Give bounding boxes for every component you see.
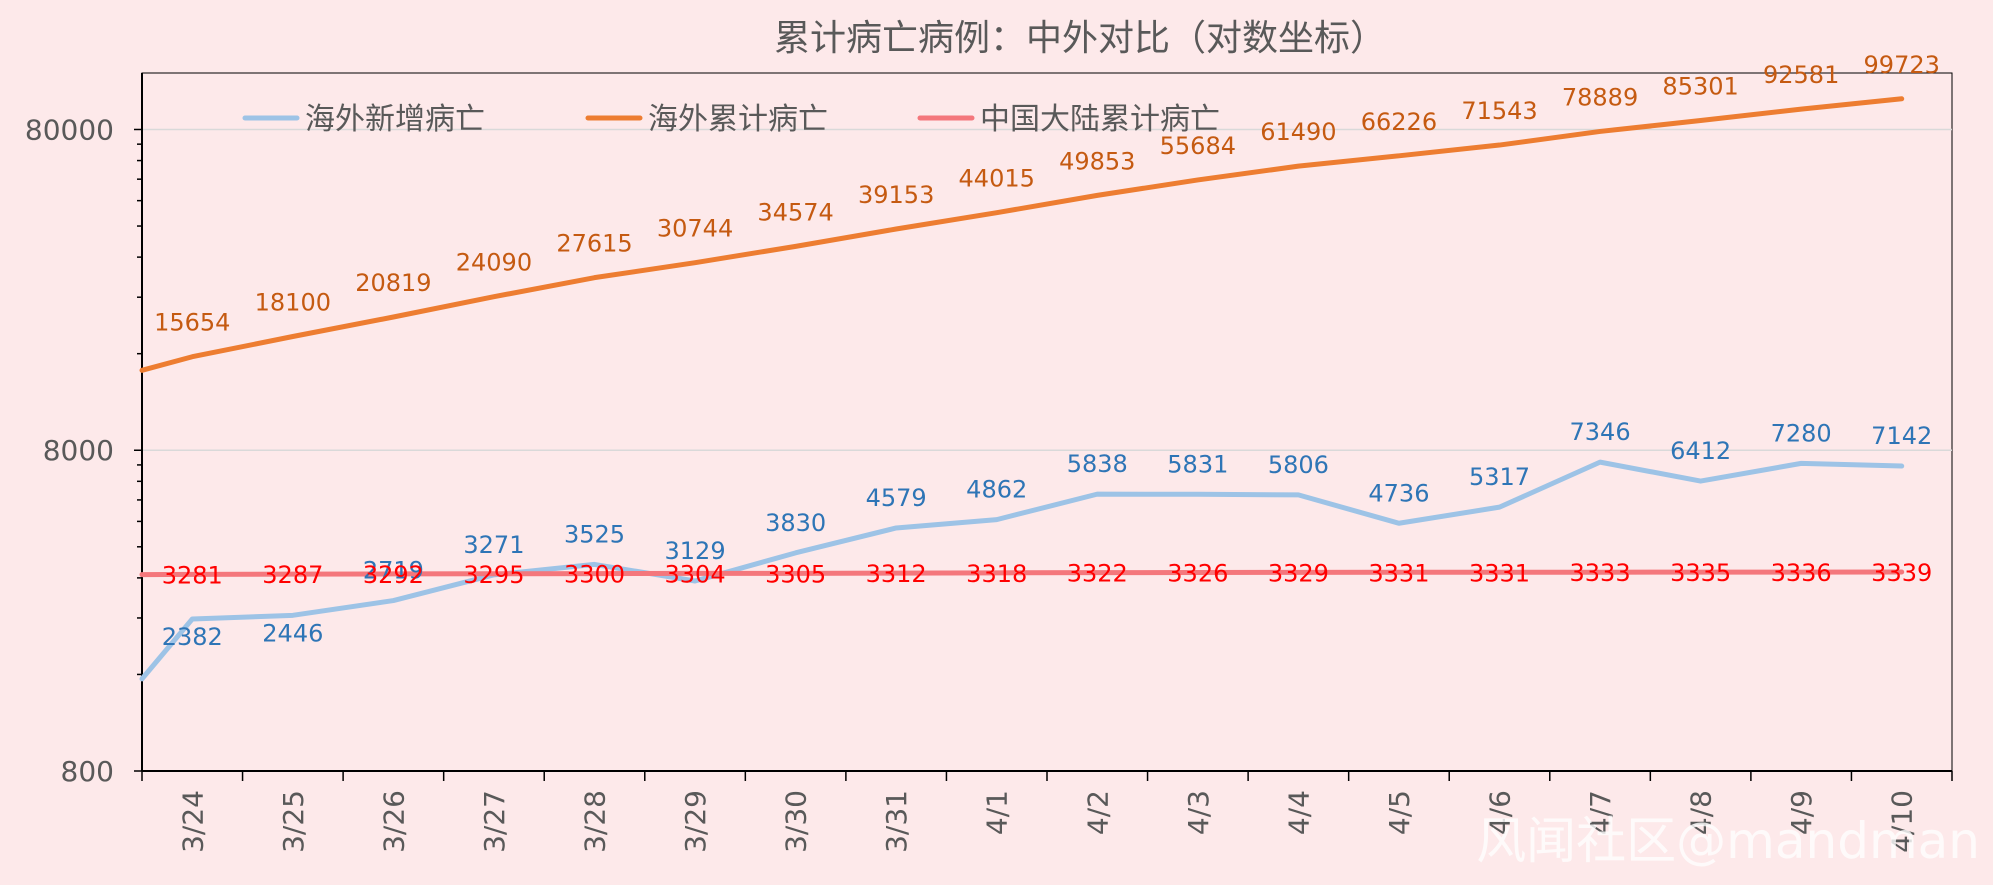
- label-overseas-new-deaths: 5317: [1469, 463, 1530, 491]
- label-overseas-new-deaths: 4736: [1368, 479, 1429, 507]
- label-overseas-new-deaths: 2446: [262, 619, 323, 647]
- label-china-cumulative-deaths: 3331: [1469, 559, 1530, 587]
- label-china-cumulative-deaths: 3331: [1368, 559, 1429, 587]
- legend-overseas-cumulative-deaths: 海外累计病亡: [648, 102, 828, 137]
- label-overseas-cumulative-deaths: 20819: [355, 269, 431, 297]
- label-overseas-new-deaths: 3830: [765, 509, 826, 537]
- y-tick-label: 800: [61, 755, 114, 788]
- x-tick-label: 4/1: [981, 790, 1014, 835]
- data-labels: 2382 2446 2719 3271 3525 3129 3830 4579 4862 5838…: [154, 51, 1940, 651]
- gridlines: [142, 128, 1952, 451]
- label-overseas-new-deaths: 7280: [1771, 419, 1832, 447]
- label-overseas-cumulative-deaths: 66226: [1361, 108, 1437, 136]
- label-china-cumulative-deaths: 3292: [363, 561, 424, 589]
- label-china-cumulative-deaths: 3333: [1570, 559, 1631, 587]
- label-overseas-cumulative-deaths: 92581: [1763, 61, 1839, 89]
- y-tick-label: 8000: [43, 434, 114, 467]
- x-tick-label: 4/9: [1785, 790, 1818, 835]
- label-overseas-new-deaths: 6412: [1670, 437, 1731, 465]
- label-china-cumulative-deaths: 3329: [1268, 559, 1329, 587]
- label-overseas-cumulative-deaths: 44015: [959, 165, 1035, 193]
- x-tick-label: 3/27: [478, 790, 511, 853]
- label-overseas-cumulative-deaths: 49853: [1059, 147, 1135, 175]
- label-overseas-cumulative-deaths: 18100: [255, 289, 331, 317]
- label-overseas-new-deaths: 7346: [1570, 418, 1631, 446]
- line-overseas-cumulative-deaths: [139, 96, 1905, 373]
- label-overseas-new-deaths: 4579: [866, 484, 927, 512]
- line-overseas-new-deaths: [139, 459, 1905, 682]
- label-china-cumulative-deaths: 3322: [1067, 560, 1128, 588]
- chart-title: 累计病亡病例：中外对比（对数坐标）: [774, 18, 1386, 59]
- label-overseas-new-deaths: 7142: [1871, 422, 1932, 450]
- label-overseas-cumulative-deaths: 85301: [1662, 73, 1738, 101]
- watermark-text: 风闻社区@mandman: [1476, 812, 1980, 870]
- x-tick-label: 3/28: [579, 790, 612, 853]
- x-tick-label: 4/8: [1685, 790, 1718, 835]
- x-tick-label: 3/26: [377, 790, 410, 853]
- x-tick-label: 4/5: [1383, 790, 1416, 835]
- label-overseas-cumulative-deaths: 78889: [1562, 83, 1638, 111]
- x-tick-label: 4/10: [1886, 790, 1919, 853]
- label-china-cumulative-deaths: 3339: [1871, 559, 1932, 587]
- label-overseas-cumulative-deaths: 15654: [154, 309, 230, 337]
- label-china-cumulative-deaths: 3305: [765, 560, 826, 588]
- series-lines: [139, 96, 1905, 682]
- x-tick-label: 3/29: [679, 790, 712, 853]
- label-overseas-new-deaths: 5831: [1167, 450, 1228, 478]
- x-tick-label: 3/30: [780, 790, 813, 853]
- label-overseas-new-deaths: 5838: [1067, 450, 1128, 478]
- label-overseas-new-deaths: 3525: [564, 520, 625, 548]
- legend-overseas-new-deaths: 海外新增病亡: [305, 102, 485, 137]
- x-tick-label: 4/3: [1182, 790, 1215, 835]
- label-china-cumulative-deaths: 3336: [1771, 559, 1832, 587]
- legend-china-cumulative-deaths: 中国大陆累计病亡: [980, 102, 1220, 137]
- label-china-cumulative-deaths: 3304: [665, 560, 726, 588]
- label-china-cumulative-deaths: 3300: [564, 561, 625, 589]
- label-overseas-new-deaths: 4862: [966, 476, 1027, 504]
- x-tick-label: 4/2: [1081, 790, 1114, 835]
- label-china-cumulative-deaths: 3318: [966, 560, 1027, 588]
- label-overseas-cumulative-deaths: 30744: [657, 215, 733, 243]
- x-tick-label: 4/7: [1584, 790, 1617, 835]
- label-china-cumulative-deaths: 3326: [1167, 560, 1228, 588]
- label-china-cumulative-deaths: 3287: [262, 561, 323, 589]
- label-china-cumulative-deaths: 3295: [463, 561, 524, 589]
- label-overseas-new-deaths: 3129: [665, 537, 726, 565]
- label-overseas-cumulative-deaths: 24090: [456, 249, 532, 277]
- label-overseas-new-deaths: 2382: [162, 623, 223, 651]
- label-china-cumulative-deaths: 3281: [162, 561, 223, 589]
- axes: 800 8000 80000 3/24 3/25 3/26 3/27 3/28 3/29 3/30…: [25, 73, 1953, 853]
- x-tick-label: 3/31: [880, 790, 913, 853]
- x-tick-label: 3/24: [176, 790, 209, 853]
- label-china-cumulative-deaths: 3335: [1670, 559, 1731, 587]
- label-overseas-cumulative-deaths: 34574: [757, 198, 833, 226]
- label-overseas-cumulative-deaths: 61490: [1260, 118, 1336, 146]
- label-overseas-new-deaths: 2719: [363, 557, 424, 585]
- label-overseas-cumulative-deaths: 71543: [1461, 97, 1537, 125]
- label-overseas-new-deaths: 3271: [463, 531, 524, 559]
- line-china-cumulative-deaths: [139, 569, 1905, 578]
- label-overseas-cumulative-deaths: 39153: [858, 181, 934, 209]
- plot-area: [141, 72, 1953, 772]
- label-overseas-cumulative-deaths: 27615: [556, 230, 632, 258]
- label-overseas-cumulative-deaths: 99723: [1864, 51, 1940, 79]
- label-china-cumulative-deaths: 3312: [866, 560, 927, 588]
- label-overseas-new-deaths: 5806: [1268, 451, 1329, 479]
- legend: 海外新增病亡 海外累计病亡 中国大陆累计病亡: [242, 102, 1220, 137]
- label-overseas-cumulative-deaths: 55684: [1160, 132, 1236, 160]
- x-tick-label: 4/4: [1282, 790, 1315, 835]
- x-tick-label: 3/25: [277, 790, 310, 853]
- y-tick-label: 80000: [25, 113, 114, 146]
- x-tick-label: 4/6: [1484, 790, 1517, 835]
